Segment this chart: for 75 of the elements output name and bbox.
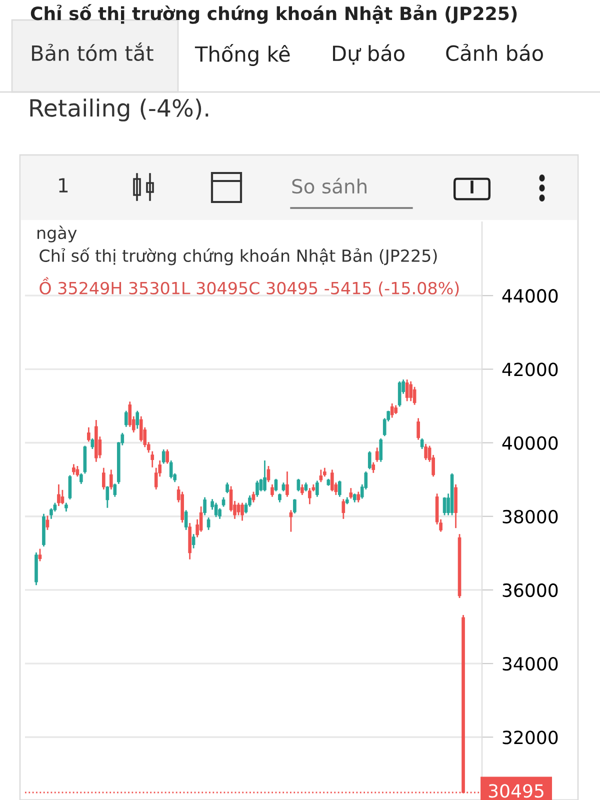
- candlestick: [316, 480, 319, 497]
- candlestick: [390, 403, 394, 418]
- candlestick: [375, 448, 379, 462]
- candlestick: [405, 380, 409, 402]
- candlestick: [330, 470, 334, 492]
- candlestick: [342, 499, 346, 519]
- candlestick: [46, 516, 50, 530]
- candlestick: [150, 451, 154, 468]
- text: Cảnh báo: [446, 44, 543, 62]
- y-tick-label: 32000: [502, 730, 558, 744]
- y-tick-label: 34000: [502, 657, 558, 671]
- candlestick: [102, 468, 106, 490]
- candlestick: [80, 473, 83, 484]
- candlestick: [68, 475, 72, 500]
- candlestick: [109, 470, 113, 490]
- candlestick: [72, 464, 76, 475]
- candlestick: [368, 451, 372, 470]
- candlestick: [214, 502, 218, 518]
- annotation: ngày: [38, 226, 77, 242]
- text: So sánh: [292, 178, 366, 194]
- candlestick: [398, 381, 402, 407]
- y-tick-label: 38000: [502, 510, 558, 524]
- y-tick-label: 36000: [502, 583, 558, 598]
- text: Chỉ số thị trường chứng khoán Nhật Bản (JP225): [40, 248, 437, 266]
- candlestick: [206, 518, 210, 530]
- candlestick: [256, 480, 259, 497]
- candlestick: [192, 534, 196, 548]
- candlestick: [308, 488, 312, 504]
- candlestick: [349, 488, 353, 499]
- candlestick: [169, 460, 173, 478]
- candlestick: [442, 497, 446, 516]
- candlestick: [266, 466, 270, 482]
- candlestick: [60, 490, 64, 504]
- candlestick: [87, 427, 90, 442]
- text: Bản tóm tắt: [32, 42, 154, 62]
- text: Dự báo: [333, 44, 404, 65]
- y-tick-label: 40000: [502, 436, 558, 450]
- candlestick: [372, 462, 376, 473]
- candlestick: [293, 499, 296, 514]
- candlestick: [236, 502, 240, 516]
- candlestick: [184, 510, 188, 530]
- y-tick-label: 44000: [502, 289, 558, 303]
- y-tick-label: 42000: [502, 362, 558, 376]
- text: Chỉ số thị trường chứng khoán Nhật Bản (JP225): [30, 4, 517, 24]
- candlestick: [203, 497, 206, 516]
- text: Thống kê: [194, 44, 290, 66]
- candlestick: [124, 410, 128, 427]
- candlestick: [274, 478, 278, 492]
- candlestick: [106, 486, 110, 508]
- candlestick: [90, 438, 94, 449]
- candlestick: [166, 449, 170, 464]
- candlestick: [300, 484, 304, 495]
- candlestick: [162, 449, 166, 464]
- candlestick: [226, 482, 229, 494]
- candlestick: [416, 418, 420, 440]
- candlestick: [263, 460, 266, 492]
- candlestick: [338, 480, 342, 497]
- candlestick: [319, 470, 323, 482]
- candlestick: [424, 444, 428, 460]
- candlestick: [420, 438, 424, 449]
- ref-line-label: 30495: [488, 784, 544, 798]
- text: Ồ 35249H 35301L 30495C 30495 -5415 (-15.08%): [40, 277, 459, 296]
- candlestick: [356, 492, 360, 502]
- candlestick: [296, 478, 300, 492]
- text: 1: [59, 178, 68, 192]
- candlestick: [379, 438, 383, 462]
- candlestick: [286, 472, 289, 497]
- candlestick: [38, 548, 42, 562]
- candlestick: [57, 484, 60, 506]
- candlestick: [113, 484, 117, 497]
- candlestick: [270, 484, 274, 497]
- candlestick: [240, 502, 244, 521]
- text: Retailing (-4%).: [30, 98, 208, 122]
- candlestick: [136, 410, 140, 429]
- candlestick: [409, 381, 412, 402]
